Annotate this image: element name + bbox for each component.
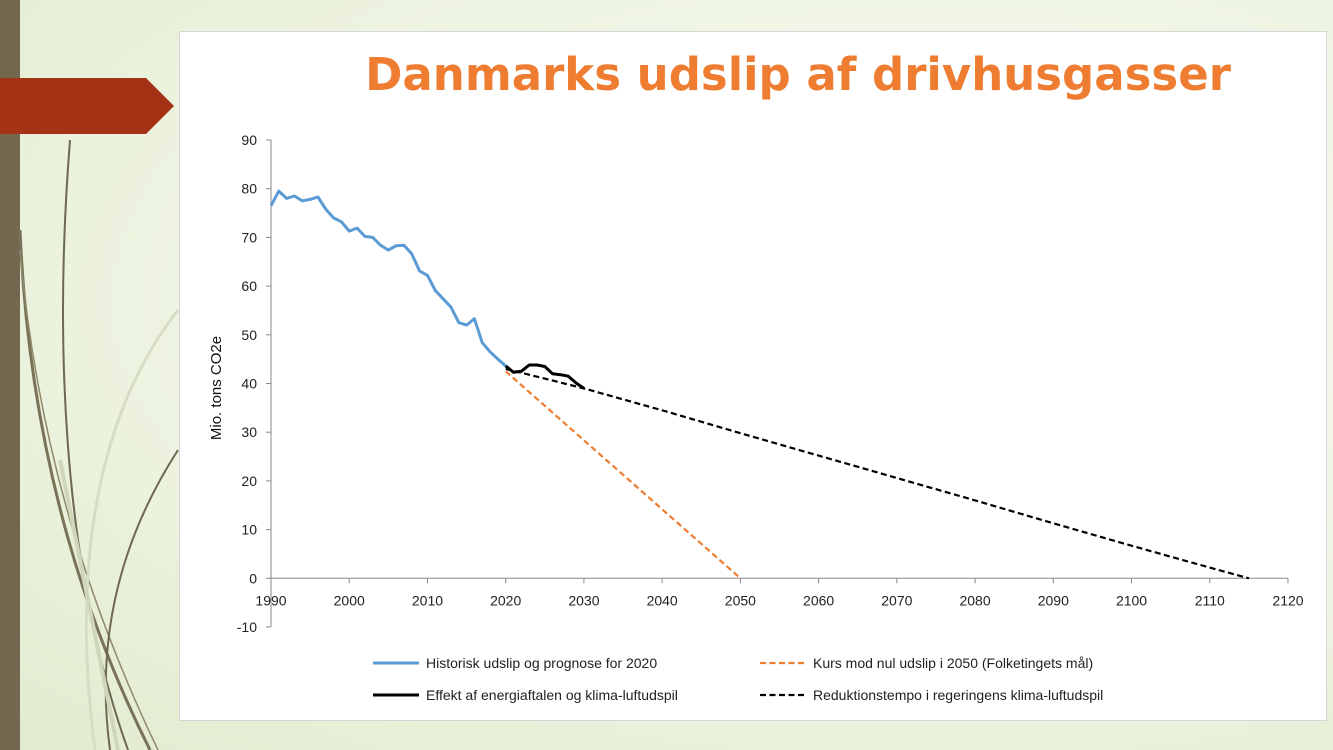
series-line-1 xyxy=(269,189,507,368)
x-tick-label: 2120 xyxy=(1272,592,1303,608)
x-tick-label: 2010 xyxy=(412,592,443,608)
chart-panel: Danmarks udslip af drivhusgasser 90 80 70 6… xyxy=(179,31,1327,721)
legend-label-3: Effekt af energiaftalen og klima-luftuds… xyxy=(426,687,678,703)
x-tick-label: 2110 xyxy=(1195,592,1225,608)
arrow-tab xyxy=(0,78,174,134)
y-tick-label: 30 xyxy=(241,424,257,440)
legend-label-2: Kurs mod nul udslip i 2050 (Folketingets… xyxy=(813,655,1093,671)
x-tick-label: 2090 xyxy=(1038,592,1069,608)
x-tick-label: 2080 xyxy=(959,592,990,608)
chart-title: Danmarks udslip af drivhusgasser xyxy=(365,48,1231,101)
y-tick-label: 90 xyxy=(241,132,257,148)
x-tick-label: 2050 xyxy=(725,592,756,608)
series-layer xyxy=(269,189,1250,580)
series-line-4 xyxy=(505,367,1250,580)
series-line-2 xyxy=(504,370,742,580)
x-tick-label: 2070 xyxy=(881,592,912,608)
legend-label-1: Historisk udslip og prognose for 2020 xyxy=(426,655,657,671)
x-tick-label: 2000 xyxy=(334,592,365,608)
x-tick-label: 2020 xyxy=(490,592,521,608)
x-tick-label: 2040 xyxy=(647,592,678,608)
chart-legend: Historisk udslip og prognose for 2020 Kur… xyxy=(373,655,1103,703)
x-tick-label: 2060 xyxy=(803,592,834,608)
y-tick-label: 70 xyxy=(241,229,257,245)
y-tick-label: 50 xyxy=(241,327,257,343)
y-tick-label: 80 xyxy=(241,181,257,197)
y-tick-label: 0 xyxy=(249,570,257,586)
y-tick-label: 60 xyxy=(241,278,257,294)
y-tick-label: 20 xyxy=(241,473,257,489)
legend-label-4: Reduktionstempo i regeringens klima-luft… xyxy=(813,687,1103,703)
x-tick-label: 2100 xyxy=(1116,592,1147,608)
series-line-3 xyxy=(504,363,585,390)
slide-left-bar xyxy=(0,0,20,750)
x-tick-label: 2030 xyxy=(568,592,599,608)
y-axis-label: Mio. tons CO2e xyxy=(208,336,225,440)
y-tick-label: 40 xyxy=(241,376,257,392)
y-tick-label: -10 xyxy=(237,619,257,635)
x-tick-label: 1990 xyxy=(255,592,286,608)
decorative-curves xyxy=(18,139,180,750)
y-tick-label: 10 xyxy=(241,522,257,538)
